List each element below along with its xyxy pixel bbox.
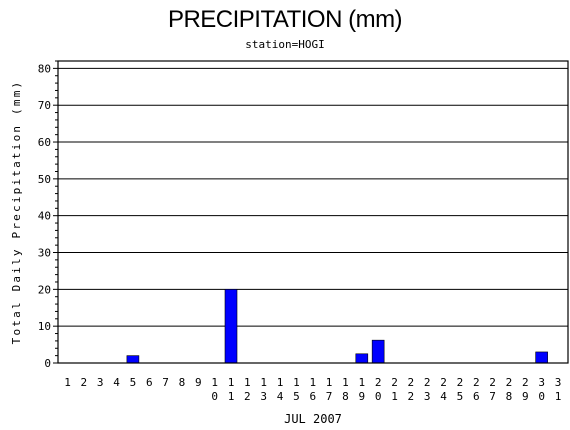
x-axis-label: JUL 2007 [284,412,342,426]
x-tick-label: 3 [538,376,545,389]
y-tick-label: 70 [38,99,51,112]
x-tick-label: 2 [457,376,464,389]
x-tick-label: 6 [473,390,480,403]
x-tick-label: 1 [391,390,398,403]
x-tick-label: 1 [260,376,267,389]
x-tick-label: 0 [211,390,218,403]
plot-frame [57,60,569,364]
x-tick-label: 2 [375,376,382,389]
bar [126,355,140,364]
x-tick-label: 1 [358,376,365,389]
x-tick-label: 1 [244,376,251,389]
y-tick-label: 0 [44,357,51,370]
x-tick-label: 1 [228,390,235,403]
chart-title: PRECIPITATION (mm) [167,6,403,33]
y-axis-label: Total Daily Precipitation (mm) [10,80,23,345]
y-tick-label: 40 [38,210,51,223]
y-axis: 0 10 20 30 40 50 60 70 80 [38,60,58,370]
x-tick-label: 5 [293,390,300,403]
x-tick-label: 2 [440,376,447,389]
x-tick-label: 8 [506,390,513,403]
y-tick-label: 60 [38,136,51,149]
bar [371,339,385,364]
x-tick-label: 2 [522,376,529,389]
y-tick-label: 10 [38,320,51,333]
bars [126,289,548,364]
bar [355,353,369,364]
x-tick-label: 8 [179,376,186,389]
x-tick-label: 4 [277,390,284,403]
x-tick-label: 2 [408,390,415,403]
grid-lines [58,67,568,327]
x-tick-label: 3 [424,390,431,403]
x-tick-label: 8 [342,390,349,403]
x-tick-label: 1 [277,376,284,389]
x-tick-label: 2 [424,376,431,389]
x-tick-label: 9 [358,390,365,403]
bar [224,289,238,364]
x-tick-label: 0 [538,390,545,403]
x-tick-label: 2 [81,376,88,389]
x-tick-label: 9 [195,376,202,389]
x-tick-label: 0 [375,390,382,403]
x-tick-label: 5 [457,390,464,403]
x-axis: 1 2 3 4 5 6 7 8 9 1011121314151617181920212223242… [64,376,561,403]
x-tick-label: 2 [489,376,496,389]
x-tick-label: 2 [473,376,480,389]
x-tick-label: 1 [555,390,562,403]
x-tick-label: 9 [522,390,529,403]
x-tick-label: 2 [408,376,415,389]
x-tick-label: 7 [489,390,496,403]
x-tick-label: 4 [440,390,447,403]
chart-subtitle: station=HOGI [245,38,325,51]
x-tick-label: 1 [309,376,316,389]
y-tick-label: 20 [38,283,51,296]
x-tick-label: 2 [391,376,398,389]
x-tick-label: 3 [260,390,267,403]
x-tick-label: 4 [113,376,120,389]
x-tick-label: 2 [506,376,513,389]
x-tick-label: 1 [293,376,300,389]
x-tick-label: 1 [64,376,71,389]
x-tick-label: 3 [97,376,104,389]
x-tick-label: 1 [326,376,333,389]
x-tick-label: 1 [228,376,235,389]
x-tick-label: 3 [555,376,562,389]
x-tick-label: 1 [211,376,218,389]
x-tick-label: 6 [146,376,153,389]
x-tick-label: 7 [326,390,333,403]
bar [535,351,548,364]
x-tick-label: 6 [309,390,316,403]
x-tick-label: 7 [162,376,169,389]
x-tick-label: 2 [244,390,251,403]
y-tick-label: 80 [38,62,51,75]
y-tick-label: 30 [38,247,51,260]
y-tick-label: 50 [38,173,51,186]
x-tick-label: 1 [342,376,349,389]
x-tick-label: 5 [130,376,137,389]
